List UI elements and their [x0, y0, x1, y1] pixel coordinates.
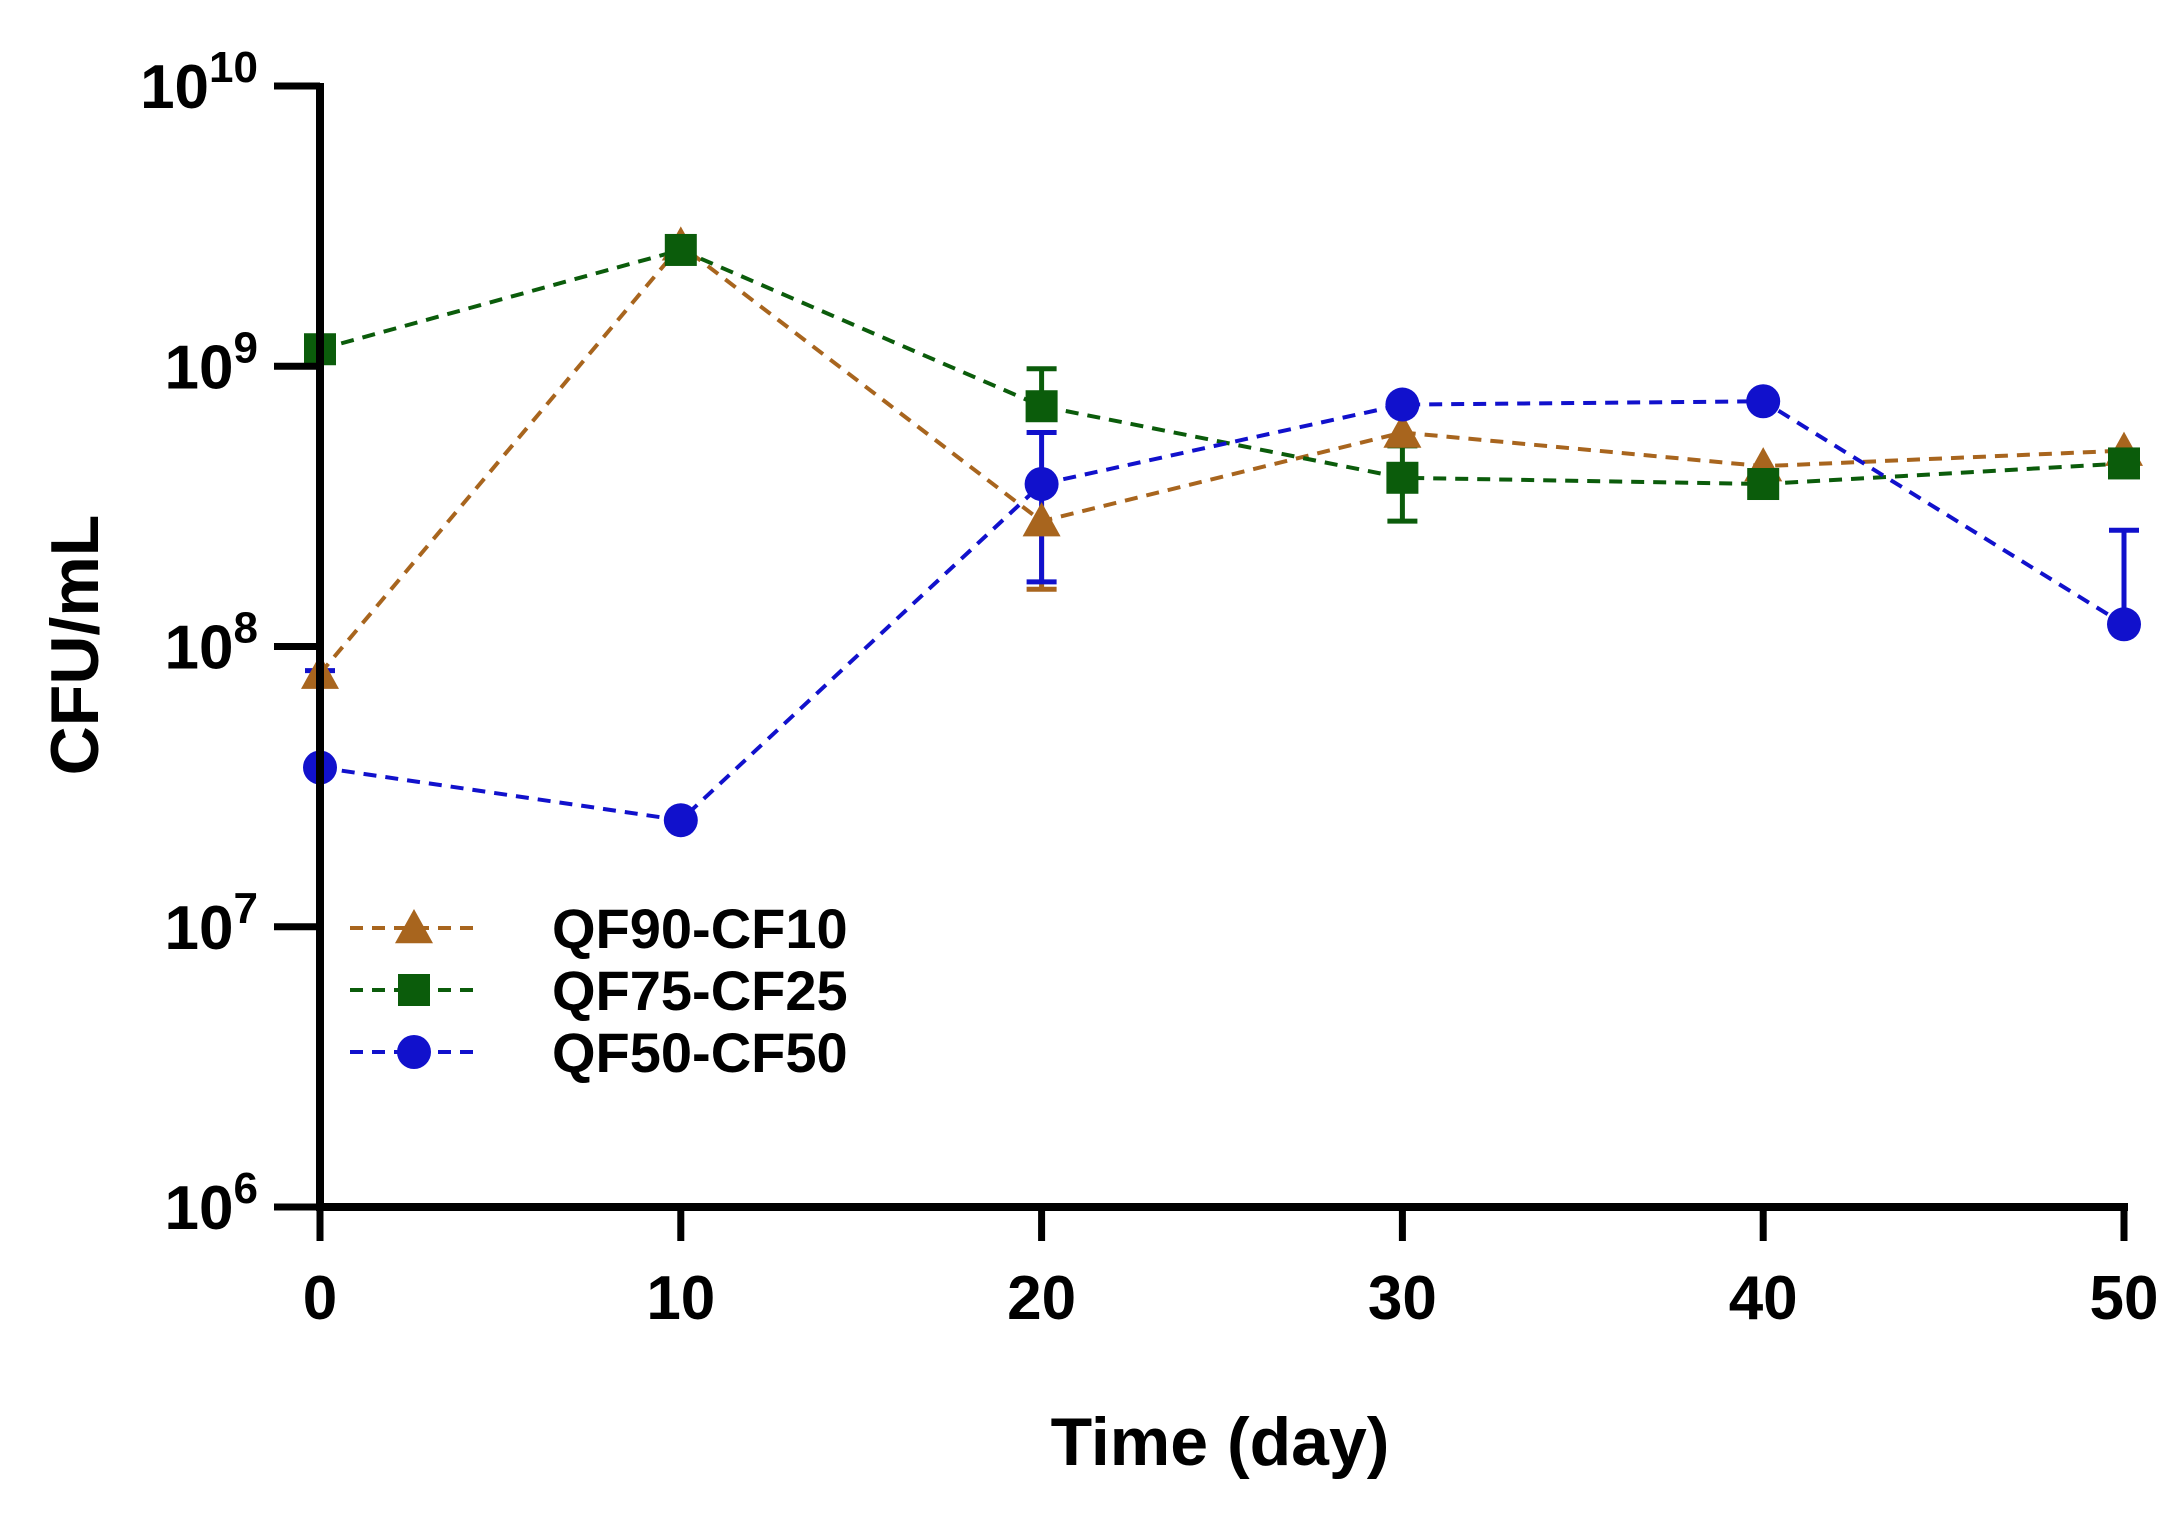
data-point-qf50-cf50-30: [1385, 387, 1420, 422]
error-bars: [305, 366, 2139, 768]
data-point-qf50-cf50-20: [1024, 467, 1059, 502]
legend-label-qf90-cf10: QF90-CF10: [552, 897, 848, 960]
legend-label-qf50-cf50: QF50-CF50: [552, 1021, 848, 1084]
series-markers: [301, 226, 2143, 838]
x-tick-label-30: 30: [1368, 1264, 1437, 1333]
legend-marker-qf90-cf10: [395, 909, 433, 944]
data-point-qf50-cf50-40: [1746, 384, 1781, 419]
x-tick-label-10: 10: [646, 1264, 715, 1333]
y-tick-label-10: 1010: [140, 43, 258, 122]
series-lines: [318, 242, 2126, 823]
y-tick-label-8: 108: [165, 604, 258, 683]
series-line-qf90-cf10: [318, 242, 2125, 675]
data-point-qf50-cf50-10: [663, 803, 698, 838]
legend-label-qf75-cf25: QF75-CF25: [552, 959, 848, 1022]
x-axis-title: Time (day): [1051, 1404, 1390, 1480]
data-point-qf75-cf25-50: [2108, 447, 2140, 480]
y-tick-label-6: 106: [165, 1164, 258, 1243]
data-point-qf75-cf25-10: [664, 233, 697, 266]
x-tick-label-20: 20: [1007, 1264, 1076, 1333]
data-point-qf50-cf50-50: [2107, 607, 2141, 642]
data-point-qf90-cf10-20: [1022, 502, 1061, 537]
data-point-qf75-cf25-40: [1747, 468, 1780, 501]
data-point-qf75-cf25-20: [1025, 390, 1058, 423]
x-tick-label-40: 40: [1729, 1264, 1798, 1333]
y-axis-title: CFU/mL: [37, 515, 113, 776]
x-tick-label-50: 50: [2090, 1264, 2159, 1333]
series-line-qf75-cf25: [319, 247, 2125, 487]
series-line-qf50-cf50: [319, 399, 2126, 823]
data-point-qf75-cf25-30: [1386, 461, 1419, 494]
y-tick-label-7: 107: [165, 884, 258, 963]
x-tick-label-0: 0: [303, 1264, 337, 1333]
data-point-qf90-cf10-30: [1383, 413, 1422, 448]
tick-labels: 0 10 20 30 40 50 106 107 108 109 1010: [140, 43, 2158, 1333]
legend-marker-qf75-cf25: [398, 974, 430, 1006]
y-tick-label-9: 109: [165, 323, 258, 402]
legend-marker-qf50-cf50: [397, 1035, 431, 1069]
axes: [274, 82, 2128, 1241]
